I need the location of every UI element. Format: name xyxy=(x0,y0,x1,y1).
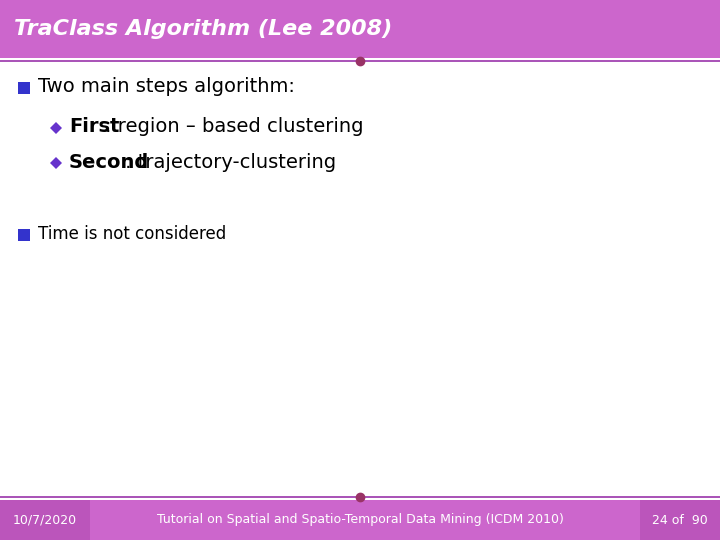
Text: TraClass Algorithm (Lee 2008): TraClass Algorithm (Lee 2008) xyxy=(14,19,392,39)
Text: Two main steps algorithm:: Two main steps algorithm: xyxy=(38,78,295,97)
Text: : trajectory-clustering: : trajectory-clustering xyxy=(125,152,336,172)
Text: Second: Second xyxy=(69,152,149,172)
Text: First: First xyxy=(69,118,120,137)
Polygon shape xyxy=(50,122,62,134)
FancyBboxPatch shape xyxy=(0,0,720,58)
Text: Time is not considered: Time is not considered xyxy=(38,225,226,243)
FancyBboxPatch shape xyxy=(640,500,720,540)
Text: 24 of  90: 24 of 90 xyxy=(652,514,708,526)
Text: : region – based clustering: : region – based clustering xyxy=(105,118,364,137)
FancyBboxPatch shape xyxy=(0,500,90,540)
FancyBboxPatch shape xyxy=(18,82,30,94)
Polygon shape xyxy=(50,157,62,169)
FancyBboxPatch shape xyxy=(0,500,720,540)
Text: Tutorial on Spatial and Spatio-Temporal Data Mining (ICDM 2010): Tutorial on Spatial and Spatio-Temporal … xyxy=(156,514,564,526)
FancyBboxPatch shape xyxy=(18,229,30,241)
Text: 10/7/2020: 10/7/2020 xyxy=(13,514,77,526)
